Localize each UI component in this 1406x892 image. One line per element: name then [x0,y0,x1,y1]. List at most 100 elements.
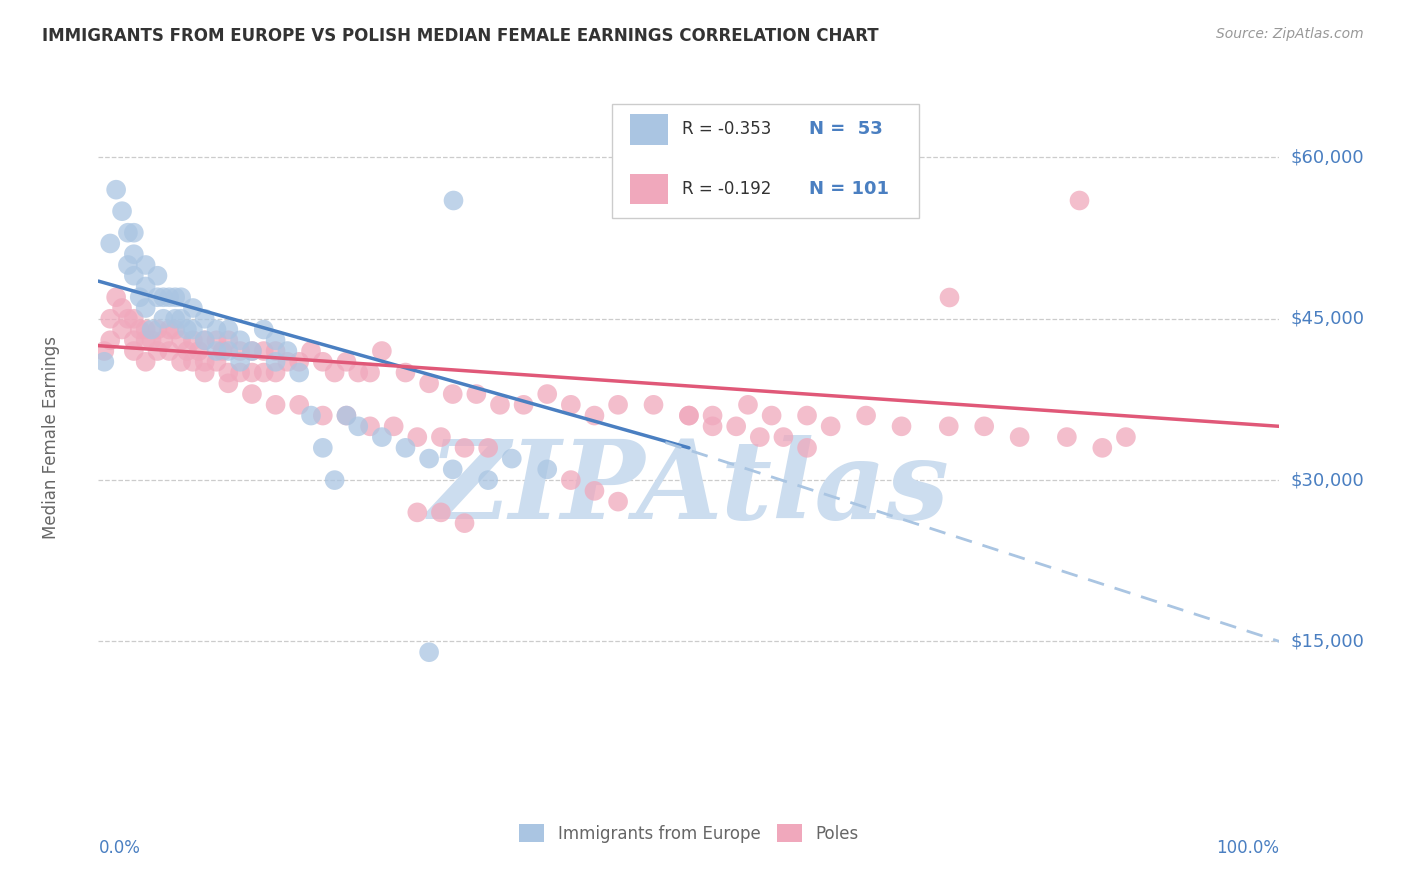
Point [1115,430,1137,444]
Point [359,366,381,380]
Point [98,333,121,347]
Point [253,322,276,336]
Point [205,322,228,336]
Point [141,333,163,347]
Point [1091,441,1114,455]
Point [111,301,134,315]
Point [406,430,429,444]
Point [240,387,263,401]
Point [157,344,180,359]
Text: IMMIGRANTS FROM EUROPE VS POLISH MEDIAN FEMALE EARNINGS CORRELATION CHART: IMMIGRANTS FROM EUROPE VS POLISH MEDIAN … [42,27,879,45]
Point [122,268,145,283]
Point [152,290,174,304]
Point [170,333,193,347]
Point [128,290,150,304]
Point [973,419,995,434]
Point [394,366,416,380]
Point [146,268,169,283]
Text: 0.0%: 0.0% [98,839,141,857]
Point [725,419,748,434]
Point [157,322,180,336]
Point [264,398,287,412]
Point [430,505,453,519]
Point [583,409,606,423]
Point [194,366,217,380]
Point [98,311,121,326]
Point [501,451,523,466]
Point [170,355,193,369]
Point [217,344,239,359]
Legend: Immigrants from Europe, Poles: Immigrants from Europe, Poles [513,818,865,849]
Point [299,409,322,423]
Point [430,430,453,444]
Point [418,451,440,466]
Point [93,344,115,359]
Bar [630,174,668,204]
Point [135,279,157,293]
Point [489,398,512,412]
Point [111,322,134,336]
Point [512,398,534,412]
Point [217,376,239,391]
Point [135,301,157,315]
Point [122,333,145,347]
Point [643,398,665,412]
Point [394,441,416,455]
Point [135,322,157,336]
Point [359,419,381,434]
Point [157,290,180,304]
Point [146,290,169,304]
Point [128,322,150,336]
Point [536,387,558,401]
Text: 100.0%: 100.0% [1216,839,1279,857]
Point [477,473,499,487]
Bar [630,114,668,145]
Point [165,311,187,326]
Point [194,311,217,326]
Point [772,430,794,444]
Point [678,409,700,423]
Point [607,398,630,412]
Point [264,355,287,369]
Point [135,258,157,272]
Point [181,301,204,315]
Point [453,441,475,455]
Point [229,355,252,369]
Point [117,258,139,272]
Point [181,333,204,347]
Point [441,462,464,476]
Point [217,333,239,347]
Text: $30,000: $30,000 [1291,471,1364,489]
Text: R = -0.192: R = -0.192 [682,180,772,198]
Point [165,290,187,304]
Point [347,366,370,380]
Point [1067,194,1090,208]
Point [1008,430,1031,444]
Point [737,398,759,412]
Point [796,441,818,455]
Point [264,366,287,380]
Point [194,333,217,347]
Point [211,344,233,359]
Point [288,398,311,412]
Point [335,355,357,369]
Point [702,419,724,434]
Point [312,441,335,455]
Text: N = 101: N = 101 [810,180,890,198]
Point [205,344,228,359]
Point [702,409,724,423]
Point [371,430,394,444]
FancyBboxPatch shape [612,104,920,218]
Point [276,355,298,369]
Point [382,419,405,434]
Point [98,236,121,251]
Point [240,344,263,359]
Point [170,311,193,326]
Text: Source: ZipAtlas.com: Source: ZipAtlas.com [1216,27,1364,41]
Point [820,419,842,434]
Point [299,344,322,359]
Point [441,387,464,401]
Point [560,398,582,412]
Text: N =  53: N = 53 [810,120,883,138]
Point [276,344,298,359]
